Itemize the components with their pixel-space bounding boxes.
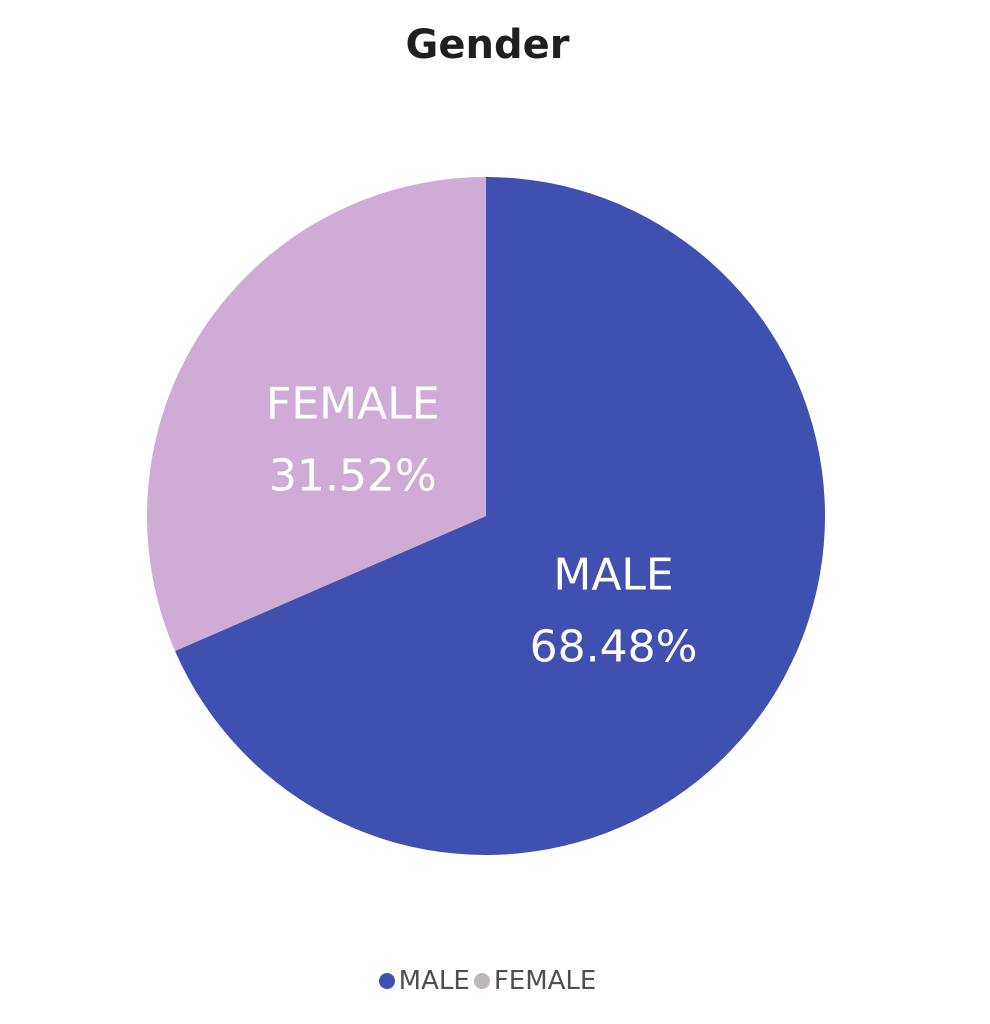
pie-slices (146, 177, 826, 855)
legend-label-male: MALE (398, 966, 470, 996)
slice-label-value-female: 31.52% (269, 451, 437, 502)
legend-marker-male (378, 973, 395, 989)
legend-label-female: FEMALE (493, 966, 597, 996)
pie-slice-female[interactable] (146, 177, 486, 652)
legend-marker-female (473, 973, 490, 989)
slice-label-category-male: MALE (553, 550, 673, 601)
slice-label-value-male: 68.48% (530, 622, 698, 673)
chart-title: Gender (405, 22, 570, 68)
legend-item-female[interactable]: FEMALE (473, 966, 597, 996)
slice-label-category-female: FEMALE (266, 379, 440, 430)
legend-item-male[interactable]: MALE (378, 966, 470, 996)
pie-labels: MALE 68.48% FEMALE 31.52% (266, 379, 697, 673)
pie-slice-male[interactable] (175, 177, 826, 855)
chart-legend: MALE FEMALE (0, 966, 975, 996)
